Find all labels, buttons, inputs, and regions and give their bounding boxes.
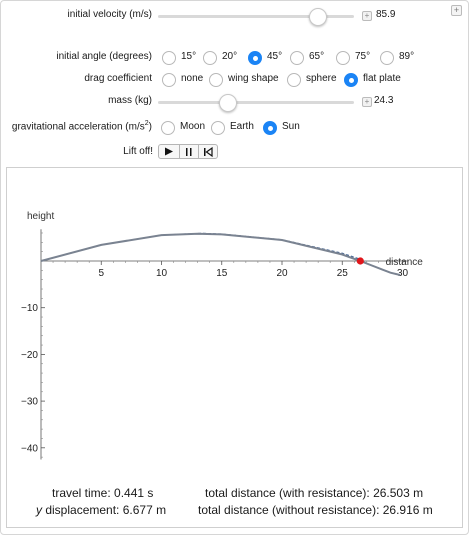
trajectory-with-resistance xyxy=(40,232,401,276)
angle-radio-2[interactable] xyxy=(248,51,262,65)
drag-option-label[interactable]: none xyxy=(181,73,204,84)
angle-radio-5[interactable] xyxy=(380,51,394,65)
trajectory-plot: 5 10 15 20 25 30 −10 −20 −30 −40 height distance xyxy=(21,211,424,460)
play-button[interactable] xyxy=(158,144,180,159)
velocity-value: 85.9 xyxy=(376,9,396,20)
angle-label: initial angle (degrees) xyxy=(56,51,152,62)
drag-label: drag coefficient xyxy=(84,73,152,84)
angle-option-label[interactable]: 20° xyxy=(222,51,238,62)
mass-slider-thumb[interactable] xyxy=(218,94,237,112)
angle-option-label[interactable]: 45° xyxy=(267,51,283,62)
angle-radio-0[interactable] xyxy=(162,51,176,65)
gravity-control-row: gravitational acceleration (m/s2) Moon Ea… xyxy=(0,118,469,138)
gravity-radio-0[interactable] xyxy=(161,121,175,135)
pause-icon xyxy=(186,148,192,156)
angle-radio-4[interactable] xyxy=(336,51,350,65)
liftoff-row: Lift off! xyxy=(0,144,469,164)
distance-without-resistance-readout: total distance (without resistance): 26.… xyxy=(198,503,433,517)
play-icon xyxy=(165,147,173,156)
mass-label: mass (kg) xyxy=(108,95,152,106)
gravity-radio-1[interactable] xyxy=(211,121,225,135)
velocity-slider-track[interactable] xyxy=(158,15,354,18)
mass-control-row: mass (kg) + 24.3 xyxy=(0,92,469,112)
projectile-marker xyxy=(356,257,364,265)
y-tick-label: −10 xyxy=(21,303,38,314)
angle-option-label[interactable]: 89° xyxy=(399,51,415,62)
drag-option-label[interactable]: flat plate xyxy=(363,73,401,84)
gravity-option-label[interactable]: Earth xyxy=(230,121,254,132)
pause-button[interactable] xyxy=(179,144,199,159)
distance-with-resistance-readout: total distance (with resistance): 26.503… xyxy=(205,486,424,500)
drag-radio-0[interactable] xyxy=(162,73,176,87)
y-tick-label: −20 xyxy=(21,350,38,361)
drag-radio-2[interactable] xyxy=(287,73,301,87)
gravity-option-label[interactable]: Moon xyxy=(180,121,206,132)
mass-value: 24.3 xyxy=(374,95,394,106)
y-tick-label: −30 xyxy=(21,397,38,408)
x-tick-label: 15 xyxy=(216,268,228,279)
velocity-label: initial velocity (m/s) xyxy=(67,9,152,20)
expand-panel-icon[interactable]: + xyxy=(451,5,462,16)
drag-radio-3[interactable] xyxy=(344,73,358,87)
angle-control-row: initial angle (degrees) 15° 20° 45° 65° 75° 8… xyxy=(0,48,469,68)
velocity-slider-thumb[interactable] xyxy=(308,8,327,26)
skip-to-start-icon xyxy=(204,146,213,158)
x-tick-label: 30 xyxy=(397,268,409,279)
liftoff-label: Lift off! xyxy=(123,146,153,157)
velocity-expand-icon[interactable]: + xyxy=(362,11,372,21)
plot-panel: 5 10 15 20 25 30 −10 −20 −30 −40 height distance xyxy=(6,167,463,528)
x-axis-label: distance xyxy=(386,257,424,268)
gravity-option-label[interactable]: Sun xyxy=(282,121,300,132)
y-tick-label: −40 xyxy=(21,443,38,454)
x-tick-label: 5 xyxy=(98,268,104,279)
mass-slider-track[interactable] xyxy=(158,101,354,104)
x-tick-label: 20 xyxy=(276,268,288,279)
drag-control-row: drag coefficient none wing shape sphere fla… xyxy=(0,70,469,90)
angle-option-label[interactable]: 65° xyxy=(309,51,325,62)
angle-option-label[interactable]: 75° xyxy=(355,51,371,62)
angle-radio-1[interactable] xyxy=(203,51,217,65)
drag-radio-1[interactable] xyxy=(209,73,223,87)
velocity-control-row: initial velocity (m/s) + 85.9 xyxy=(0,6,469,26)
gravity-label: gravitational acceleration (m/s2) xyxy=(11,120,152,133)
travel-time-readout: travel time: 0.441 s xyxy=(52,486,154,500)
gravity-radio-2[interactable] xyxy=(263,121,277,135)
mass-expand-icon[interactable]: + xyxy=(362,97,372,107)
angle-option-label[interactable]: 15° xyxy=(181,51,197,62)
x-tick-label: 25 xyxy=(337,268,349,279)
reset-button[interactable] xyxy=(198,144,218,159)
angle-radio-3[interactable] xyxy=(290,51,304,65)
drag-option-label[interactable]: sphere xyxy=(306,73,337,84)
y-displacement-readout: y displacement: 6.677 m xyxy=(36,503,167,517)
drag-option-label[interactable]: wing shape xyxy=(228,73,279,84)
x-tick-label: 10 xyxy=(156,268,168,279)
y-axis-label: height xyxy=(27,211,54,222)
